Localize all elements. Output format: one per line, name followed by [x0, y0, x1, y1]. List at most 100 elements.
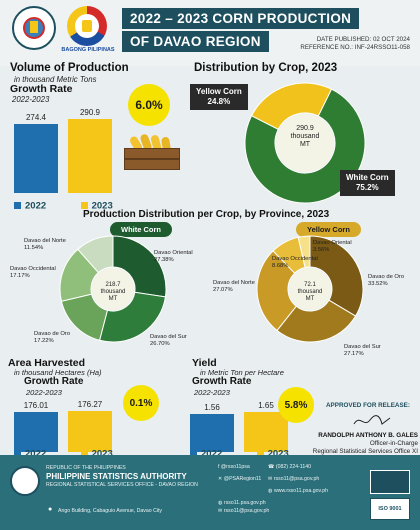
legend-yield-2023-swatch	[256, 450, 264, 458]
legend-yield-2022-label: 2022	[201, 448, 223, 460]
footer-web-2[interactable]: ◍ rsso11.psa.gov.ph	[218, 500, 266, 506]
bagong-pilipinas-logo: BAGONG PILIPINAS	[61, 6, 115, 56]
white-corn-pill: White Corn	[110, 222, 172, 237]
white-label-del-sur: Davao del Sur 26.70%	[150, 334, 187, 347]
yellow-center-unit2: MT	[305, 296, 315, 302]
distribution-title: Distribution by Crop, 2023	[194, 62, 338, 74]
yield-bar-2022	[190, 414, 234, 452]
yellow-label-del-norte: Davao del Norte 27.07%	[213, 280, 255, 293]
legend-volume: 2022 2023	[14, 197, 113, 215]
distribution-center: 290.9 thousand MT	[269, 125, 341, 149]
area-growth-badge: 0.1%	[123, 385, 159, 421]
white-corn-callout: White Corn 75.2%	[340, 170, 395, 196]
area-title: Area Harvested	[8, 357, 86, 369]
facebook-icon: f	[218, 464, 221, 470]
corn-crate-illustration	[124, 133, 180, 170]
yield-growth-value: 5.8%	[284, 399, 308, 411]
approver-position-1: Officer-in-Charge	[369, 440, 418, 447]
legend-yield: 2022 2023	[190, 445, 289, 463]
title-line-2: OF DAVAO REGION	[122, 31, 269, 52]
bagong-pilipinas-label: BAGONG PILIPINAS	[61, 47, 115, 53]
volume-growth-badge: 6.0%	[128, 84, 170, 126]
mail-icon: ✉	[268, 476, 274, 482]
volume-growth-value: 6.0%	[135, 98, 163, 112]
white-corn-slice-davao-oriental	[112, 235, 167, 298]
legend-2022-label: 2022	[25, 200, 47, 212]
yellow-corn-pill: Yellow Corn	[296, 222, 361, 237]
footer-phone[interactable]: ☎ (082) 224-1140	[268, 464, 311, 470]
area-bar-chart: 176.01 176.27	[8, 394, 178, 452]
volume-period: 2022-2023	[12, 95, 50, 104]
page-title: 2022 – 2023 CORN PRODUCTION OF DAVAO REG…	[122, 8, 412, 52]
white-center: 218.7 thousand MT	[92, 282, 134, 303]
area-growth-title: Growth Rate	[24, 376, 84, 387]
yield-bar-chart: 1.56 1.65	[184, 394, 334, 452]
white-center-unit: thousand	[100, 289, 126, 295]
globe-icon-2: ◍	[218, 500, 224, 506]
legend-yield-2022-swatch	[190, 450, 197, 458]
volume-bar-chart: 274.4 290.9	[8, 100, 178, 193]
yield-value-label-2022: 1.56	[204, 403, 220, 413]
legend-2022-swatch	[14, 202, 21, 210]
approver-name: RANDOLPH ANTHONY B. GALES	[318, 432, 418, 439]
area-bar-2022	[14, 411, 58, 452]
footer-facebook[interactable]: f @rsso11psa	[218, 464, 250, 470]
yellow-label-de-oro: Davao de Oro 33.52%	[368, 274, 405, 287]
white-corn-slice-davao-del-sur	[98, 291, 166, 343]
yield-title: Yield	[192, 357, 217, 369]
psa-logo	[12, 6, 56, 50]
white-corn-donut	[59, 235, 167, 343]
legend-area-2023-swatch	[80, 450, 88, 458]
footer-x[interactable]: ✕ @PSARegion11	[218, 476, 262, 482]
yield-bar-2023	[244, 412, 288, 452]
mail-icon-2: ✉	[218, 508, 224, 514]
volume-bar-2022	[14, 123, 58, 193]
white-center-unit2: MT	[108, 296, 118, 302]
yellow-label-occidental: Davao Occidental 8.68%	[272, 256, 318, 269]
area-value-label-2022: 176.01	[23, 400, 49, 410]
volume-title: Volume of Production	[10, 62, 129, 74]
footer-email[interactable]: ✉ rsso11@psa.gov.ph	[268, 476, 320, 482]
white-corn-slice-davao-del-norte	[77, 235, 114, 274]
volume-value-label-2022: 274.4	[25, 112, 47, 122]
phone-icon: ☎	[268, 464, 276, 470]
legend-area-2023-label: 2023	[91, 448, 113, 460]
footer-agency: PHILIPPINE STATISTICS AUTHORITY	[46, 472, 187, 481]
white-corn-label: White Corn	[346, 173, 389, 182]
x-icon: ✕	[218, 476, 224, 482]
signature	[353, 415, 391, 425]
white-label-de-oro: Davao de Oro 17.22%	[34, 331, 71, 344]
footer-psa-logo	[10, 466, 40, 496]
yield-period: 2022-2023	[194, 388, 230, 397]
yellow-corn-hole	[289, 268, 331, 310]
area-period: 2022-2023	[26, 388, 62, 397]
area-unit: in thousand Hectares (Ha)	[14, 368, 102, 377]
legend-yield-2023-label: 2023	[267, 448, 289, 460]
legend-area-2022-label: 2022	[25, 448, 47, 460]
area-value-label-2023: 176.27	[77, 400, 103, 410]
certification-badge	[370, 470, 410, 494]
white-label-occidental: Davao Occidental 17.17%	[10, 266, 56, 279]
yellow-label-oriental: Davao Oriental 3.56%	[313, 240, 352, 253]
white-label-oriental: Davao Oriental 27.38%	[154, 250, 193, 263]
footer	[0, 455, 420, 530]
yellow-corn-slice-davao-del-sur	[276, 299, 357, 343]
white-center-value: 218.7	[105, 282, 121, 288]
iso-label: ISO 9001	[378, 506, 402, 512]
yellow-center: 72.1 thousand MT	[289, 282, 331, 303]
yellow-center-value: 72.1	[304, 282, 316, 288]
footer-web[interactable]: ◍ www.rsso11.psa.gov.ph	[268, 488, 328, 494]
yellow-corn-slice-davao-de-oro	[309, 235, 364, 317]
white-corn-pct: 75.2%	[355, 183, 379, 192]
distribution-center-unit2: MT	[299, 141, 311, 148]
footer-email-2[interactable]: ✉ rsso11@psa.gov.ph	[218, 508, 270, 514]
yellow-corn-label: Yellow Corn	[196, 87, 242, 96]
yield-growth-badge: 5.8%	[278, 387, 314, 423]
area-growth-value: 0.1%	[129, 397, 153, 409]
yellow-label-del-sur: Davao del Sur 27.17%	[344, 344, 381, 357]
yield-growth-title: Growth Rate	[192, 376, 252, 387]
yellow-corn-slice-davao-del-norte	[256, 250, 298, 332]
volume-bar-2023	[68, 119, 112, 193]
area-bar-2023	[68, 411, 112, 452]
approver-position-2: Regional Statistical Services Office XI	[312, 448, 418, 455]
